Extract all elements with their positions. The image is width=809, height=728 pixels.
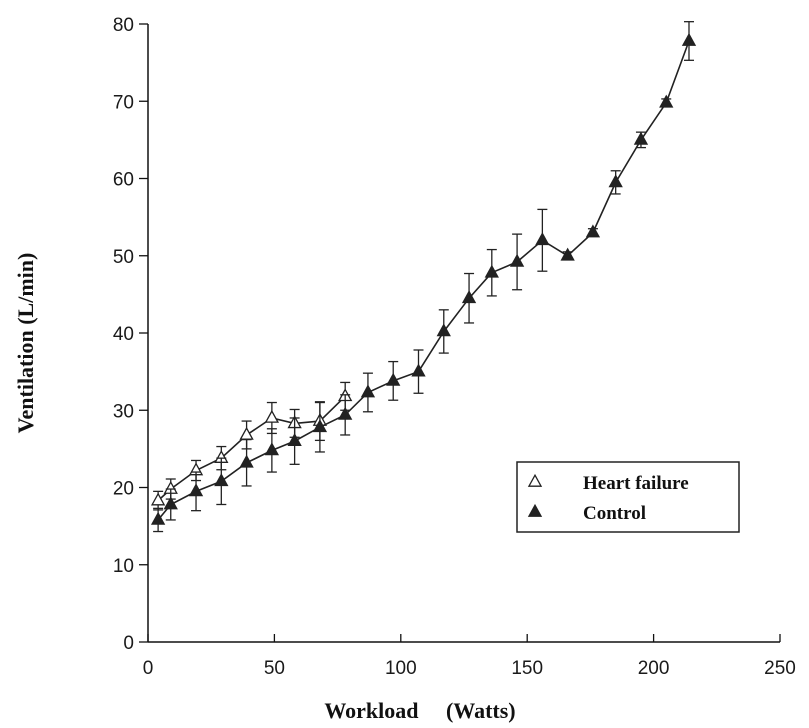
data-point — [150, 492, 166, 506]
series-line — [157, 40, 690, 521]
data-point — [360, 384, 376, 398]
y-axis-title: Ventilation (L/min) — [13, 253, 38, 434]
series-control — [150, 21, 697, 533]
data-point — [633, 131, 649, 145]
data-point — [461, 290, 477, 304]
y-tick-label: 50 — [113, 247, 134, 268]
data-point — [264, 409, 280, 423]
legend: Heart failure Control — [516, 461, 740, 533]
series-heart-failure — [150, 381, 353, 511]
x-tick-label: 200 — [638, 658, 670, 679]
data-point — [659, 94, 674, 108]
legend-label: Heart failure — [583, 473, 689, 494]
data-point — [163, 496, 178, 510]
x-axis-title: Workload (Watts) — [324, 698, 515, 723]
x-tick-label: 100 — [385, 658, 417, 679]
legend-marker — [527, 473, 543, 487]
data-point — [239, 454, 254, 468]
data-point — [681, 32, 697, 46]
data-point — [338, 406, 353, 420]
data-point — [287, 432, 302, 446]
y-tick-label: 0 — [123, 633, 134, 654]
legend-box — [516, 461, 740, 533]
axes: 0 10 20 30 40 50 60 70 80 0 50 100 150 200 250 — [113, 15, 796, 679]
data-point — [608, 174, 623, 188]
data-point — [509, 253, 525, 267]
data-point — [239, 426, 254, 440]
data-point — [585, 224, 601, 238]
y-tick-label: 30 — [113, 401, 134, 422]
legend-marker — [527, 503, 543, 517]
data-point — [560, 247, 575, 261]
data-point — [484, 264, 499, 278]
data-point — [312, 419, 328, 433]
data-point — [150, 511, 166, 525]
y-tick-label: 70 — [113, 92, 134, 113]
data-point — [264, 442, 280, 456]
x-tick-label: 0 — [143, 658, 154, 679]
data-point — [436, 323, 451, 337]
data-point — [188, 483, 204, 497]
x-tick-label: 50 — [264, 658, 285, 679]
y-tick-label: 80 — [113, 15, 134, 36]
legend-label: Control — [583, 503, 646, 524]
data-point — [386, 372, 401, 386]
y-tick-label: 10 — [113, 556, 134, 577]
y-tick-label: 60 — [113, 170, 134, 191]
x-tick-label: 250 — [764, 658, 796, 679]
data-point — [214, 473, 229, 487]
series-line — [157, 395, 346, 502]
x-tick-label: 150 — [511, 658, 543, 679]
y-tick-label: 40 — [113, 324, 134, 345]
y-tick-label: 20 — [113, 479, 134, 500]
data-point — [411, 363, 426, 377]
data-point — [535, 232, 550, 246]
series-layer — [150, 21, 697, 533]
